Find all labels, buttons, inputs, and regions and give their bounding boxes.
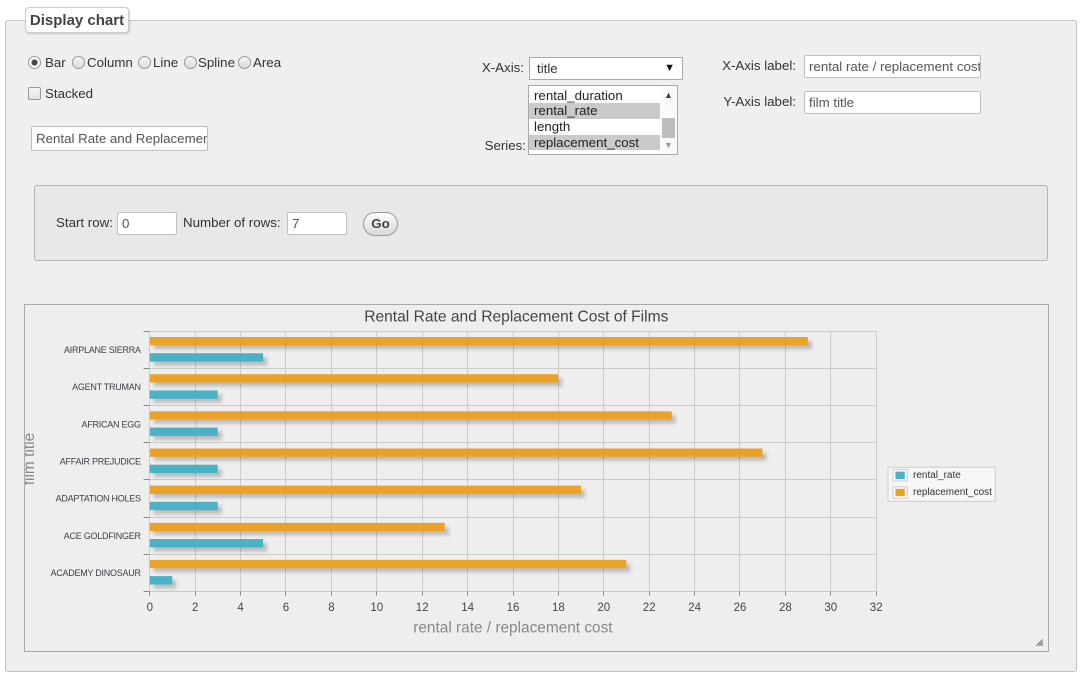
svg-text:16: 16 <box>507 602 520 614</box>
svg-text:10: 10 <box>370 602 383 614</box>
svg-text:rental_rate: rental_rate <box>913 470 961 481</box>
svg-text:ADAPTATION HOLES: ADAPTATION HOLES <box>56 494 141 504</box>
svg-text:replacement_cost: replacement_cost <box>913 487 992 498</box>
svg-text:AFRICAN EGG: AFRICAN EGG <box>82 419 142 429</box>
svg-text:14: 14 <box>461 602 474 614</box>
svg-text:6: 6 <box>283 602 289 614</box>
svg-text:Rental Rate and Replacement Co: Rental Rate and Replacement Cost of Film… <box>364 309 668 326</box>
svg-text:18: 18 <box>552 602 565 614</box>
svg-text:ACADEMY DINOSAUR: ACADEMY DINOSAUR <box>50 568 141 578</box>
svg-text:AIRPLANE SIERRA: AIRPLANE SIERRA <box>64 345 141 355</box>
svg-text:12: 12 <box>416 602 429 614</box>
svg-text:30: 30 <box>824 602 837 614</box>
svg-text:0: 0 <box>147 602 153 614</box>
svg-text:film title: film title <box>25 433 38 486</box>
svg-text:22: 22 <box>643 602 656 614</box>
svg-text:4: 4 <box>237 602 244 614</box>
svg-text:24: 24 <box>688 602 701 614</box>
svg-text:AFFAIR PREJUDICE: AFFAIR PREJUDICE <box>60 456 141 466</box>
svg-text:2: 2 <box>192 602 198 614</box>
svg-text:20: 20 <box>597 602 610 614</box>
svg-text:AGENT TRUMAN: AGENT TRUMAN <box>72 382 141 392</box>
svg-text:8: 8 <box>328 602 334 614</box>
svg-text:rental rate / replacement cost: rental rate / replacement cost <box>413 620 613 637</box>
svg-text:ACE GOLDFINGER: ACE GOLDFINGER <box>64 531 142 541</box>
svg-text:28: 28 <box>779 602 792 614</box>
svg-text:26: 26 <box>734 602 747 614</box>
svg-text:32: 32 <box>870 602 883 614</box>
